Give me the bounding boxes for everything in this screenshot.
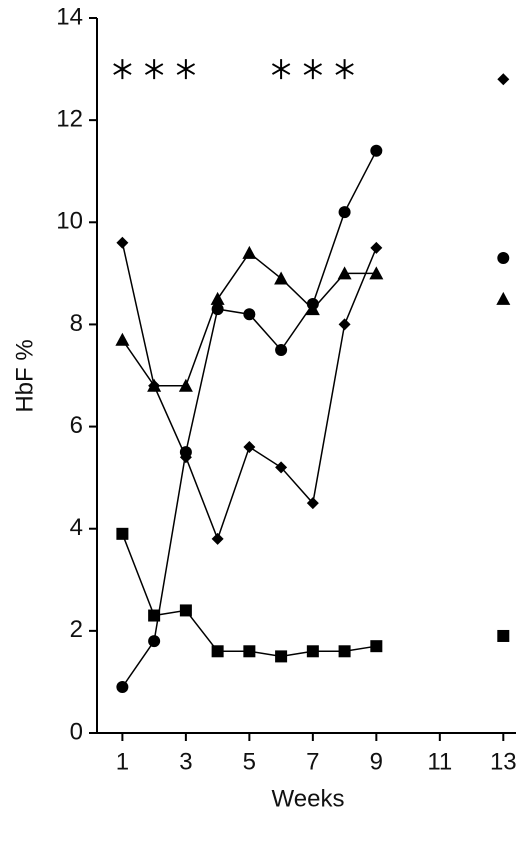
point (370, 241, 383, 254)
y-tick-label: 12 (56, 105, 83, 132)
point (497, 629, 510, 642)
x-tick-label: 3 (179, 748, 192, 775)
x-tick-label: 5 (243, 748, 256, 775)
y-tick-label: 2 (70, 616, 83, 643)
point (275, 650, 288, 663)
point (338, 318, 351, 331)
y-axis-label: HbF % (11, 339, 38, 412)
point (211, 303, 224, 316)
point (115, 332, 130, 346)
point (179, 446, 192, 459)
point (243, 441, 256, 453)
point (338, 206, 351, 219)
asterisk (113, 59, 132, 80)
y-tick-label: 10 (56, 208, 83, 235)
point (306, 645, 319, 658)
asterisk (176, 59, 196, 80)
point (337, 266, 352, 280)
point (369, 266, 384, 280)
point (242, 245, 257, 259)
x-axis-label: Weeks (272, 785, 345, 812)
point (243, 308, 256, 321)
point (116, 527, 129, 540)
point (370, 144, 383, 157)
y-tick-label: 6 (70, 412, 83, 439)
point (116, 681, 129, 694)
x-tick-label: 9 (370, 748, 383, 775)
x-tick-label: 1 (116, 748, 129, 775)
point (305, 302, 320, 316)
series-line (122, 253, 503, 386)
point (148, 609, 161, 622)
point (497, 252, 510, 265)
y-tick-label: 8 (70, 310, 83, 337)
point (116, 236, 129, 249)
point (179, 604, 192, 617)
asterisk (303, 59, 323, 80)
point (210, 291, 225, 305)
asterisk (271, 59, 291, 80)
series-line (122, 151, 503, 687)
point (148, 635, 161, 648)
y-tick-label: 14 (56, 3, 83, 30)
point (211, 645, 224, 658)
y-tick-label: 0 (70, 718, 83, 745)
series-line (122, 534, 503, 657)
point (497, 73, 510, 86)
point (275, 461, 288, 474)
point (306, 497, 319, 510)
asterisk (335, 59, 354, 80)
y-tick-label: 4 (70, 514, 83, 541)
asterisk (144, 59, 164, 80)
point (496, 291, 511, 305)
point (274, 271, 289, 285)
x-tick-label: 11 (427, 748, 452, 775)
point (338, 645, 351, 658)
point (147, 378, 162, 392)
x-tick-label: 7 (306, 748, 319, 775)
x-tick-label: 13 (490, 748, 517, 775)
point (178, 378, 193, 392)
point (370, 640, 383, 653)
point (275, 343, 288, 356)
point (243, 645, 256, 658)
point (211, 532, 224, 545)
